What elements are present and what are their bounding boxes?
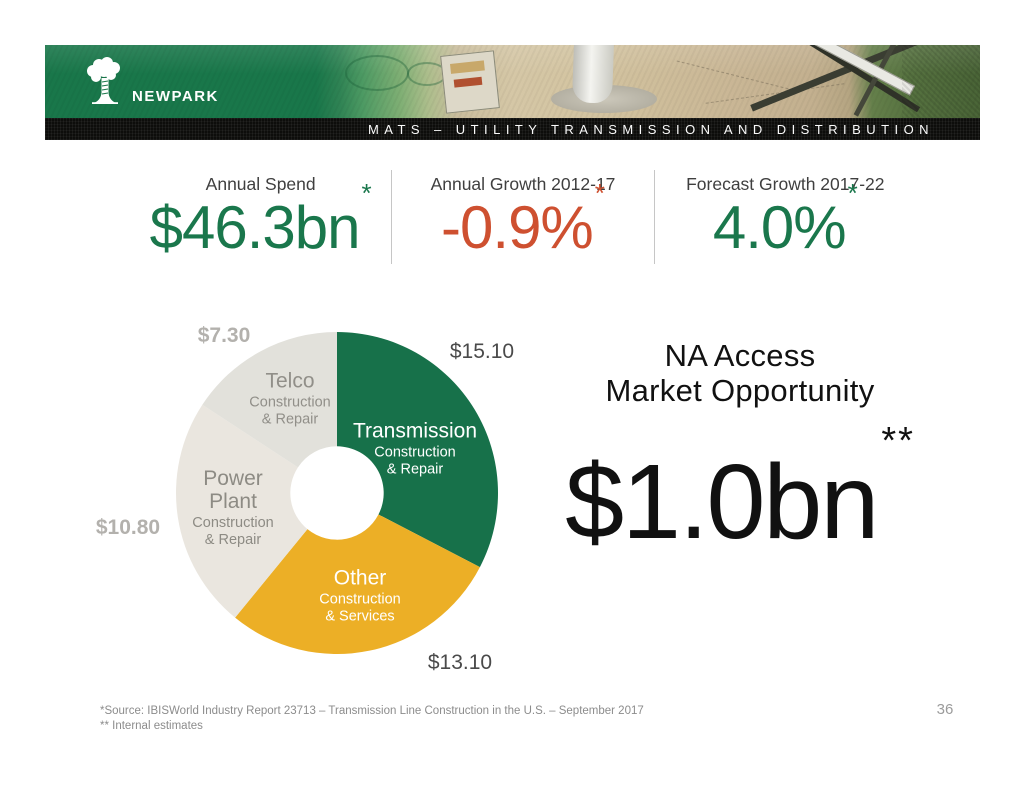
stat-annual-growth: Annual Growth 2012-17 -0.9%*: [391, 170, 653, 264]
donut-slice-power-plant: [175, 404, 308, 618]
page-number: 36: [936, 701, 954, 718]
stat-label: Annual Spend: [205, 174, 316, 194]
donut-slice-transmission: [337, 332, 499, 568]
slice-value-transmission: $15.10: [449, 340, 515, 363]
stat-forecast-growth: Forecast Growth 2017-22 4.0%*: [653, 170, 916, 264]
opportunity-value: $1.0bn**: [565, 420, 915, 561]
slice-label-other: Other Construction & Services: [319, 566, 401, 625]
slice-value-other: $13.10: [427, 651, 493, 674]
section-title-bar: MATS – UTILITY TRANSMISSION AND DISTRIBU…: [45, 118, 980, 140]
slice-value-telco: $7.30: [197, 324, 251, 347]
field-ring-mark: [345, 55, 409, 91]
footnote-mark: *: [847, 178, 858, 208]
stats-row: Annual Spend $46.3bn* Annual Growth 2012…: [130, 170, 916, 264]
opportunity-title: NA Access Market Opportunity: [605, 338, 875, 409]
stat-value: 4.0%*: [712, 178, 858, 261]
donut-chart-svg: [175, 332, 499, 655]
slice-label-power-plant: Power Plant Construction & Repair: [192, 466, 274, 549]
footnotes: *Source: IBISWorld Industry Report 23713…: [100, 704, 644, 734]
newpark-logo: NEWPARK: [83, 56, 219, 108]
equipment-trailer: [440, 50, 500, 114]
footnote-mark: *: [361, 178, 372, 208]
logo-wordmark: NEWPARK: [132, 88, 219, 105]
market-spend-donut-chart: Transmission Construction & Repair Other…: [88, 312, 550, 684]
opportunity-panel: NA Access Market Opportunity $1.0bn**: [545, 338, 935, 555]
trailer-cargo: [450, 60, 485, 74]
source-note: *Source: IBISWorld Industry Report 23713…: [100, 705, 644, 717]
stat-label: Annual Growth 2012-17: [430, 174, 616, 194]
stat-annual-spend: Annual Spend $46.3bn*: [130, 170, 391, 264]
footnote-mark: **: [881, 420, 915, 463]
transmission-pole: [571, 45, 615, 104]
slice-label-telco: Telco Construction & Repair: [249, 369, 331, 428]
slice-value-power-plant: $10.80: [95, 516, 161, 539]
section-title: MATS – UTILITY TRANSMISSION AND DISTRIBU…: [367, 122, 934, 137]
stat-value: $46.3bn*: [149, 178, 372, 261]
newpark-tree-icon: [87, 57, 120, 104]
donut-slice-other: [235, 514, 480, 655]
stat-label: Forecast Growth 2017-22: [686, 174, 885, 194]
header-banner: NEWPARK: [45, 45, 980, 118]
slice-label-transmission: Transmission Construction & Repair: [352, 419, 478, 478]
stat-value: -0.9%*: [441, 178, 605, 261]
estimates-note: ** Internal estimates: [100, 720, 203, 733]
donut-slice-telco: [202, 332, 337, 468]
trailer-cargo: [453, 76, 483, 88]
footnote-mark: *: [594, 178, 605, 208]
grass-texture: [902, 45, 980, 118]
